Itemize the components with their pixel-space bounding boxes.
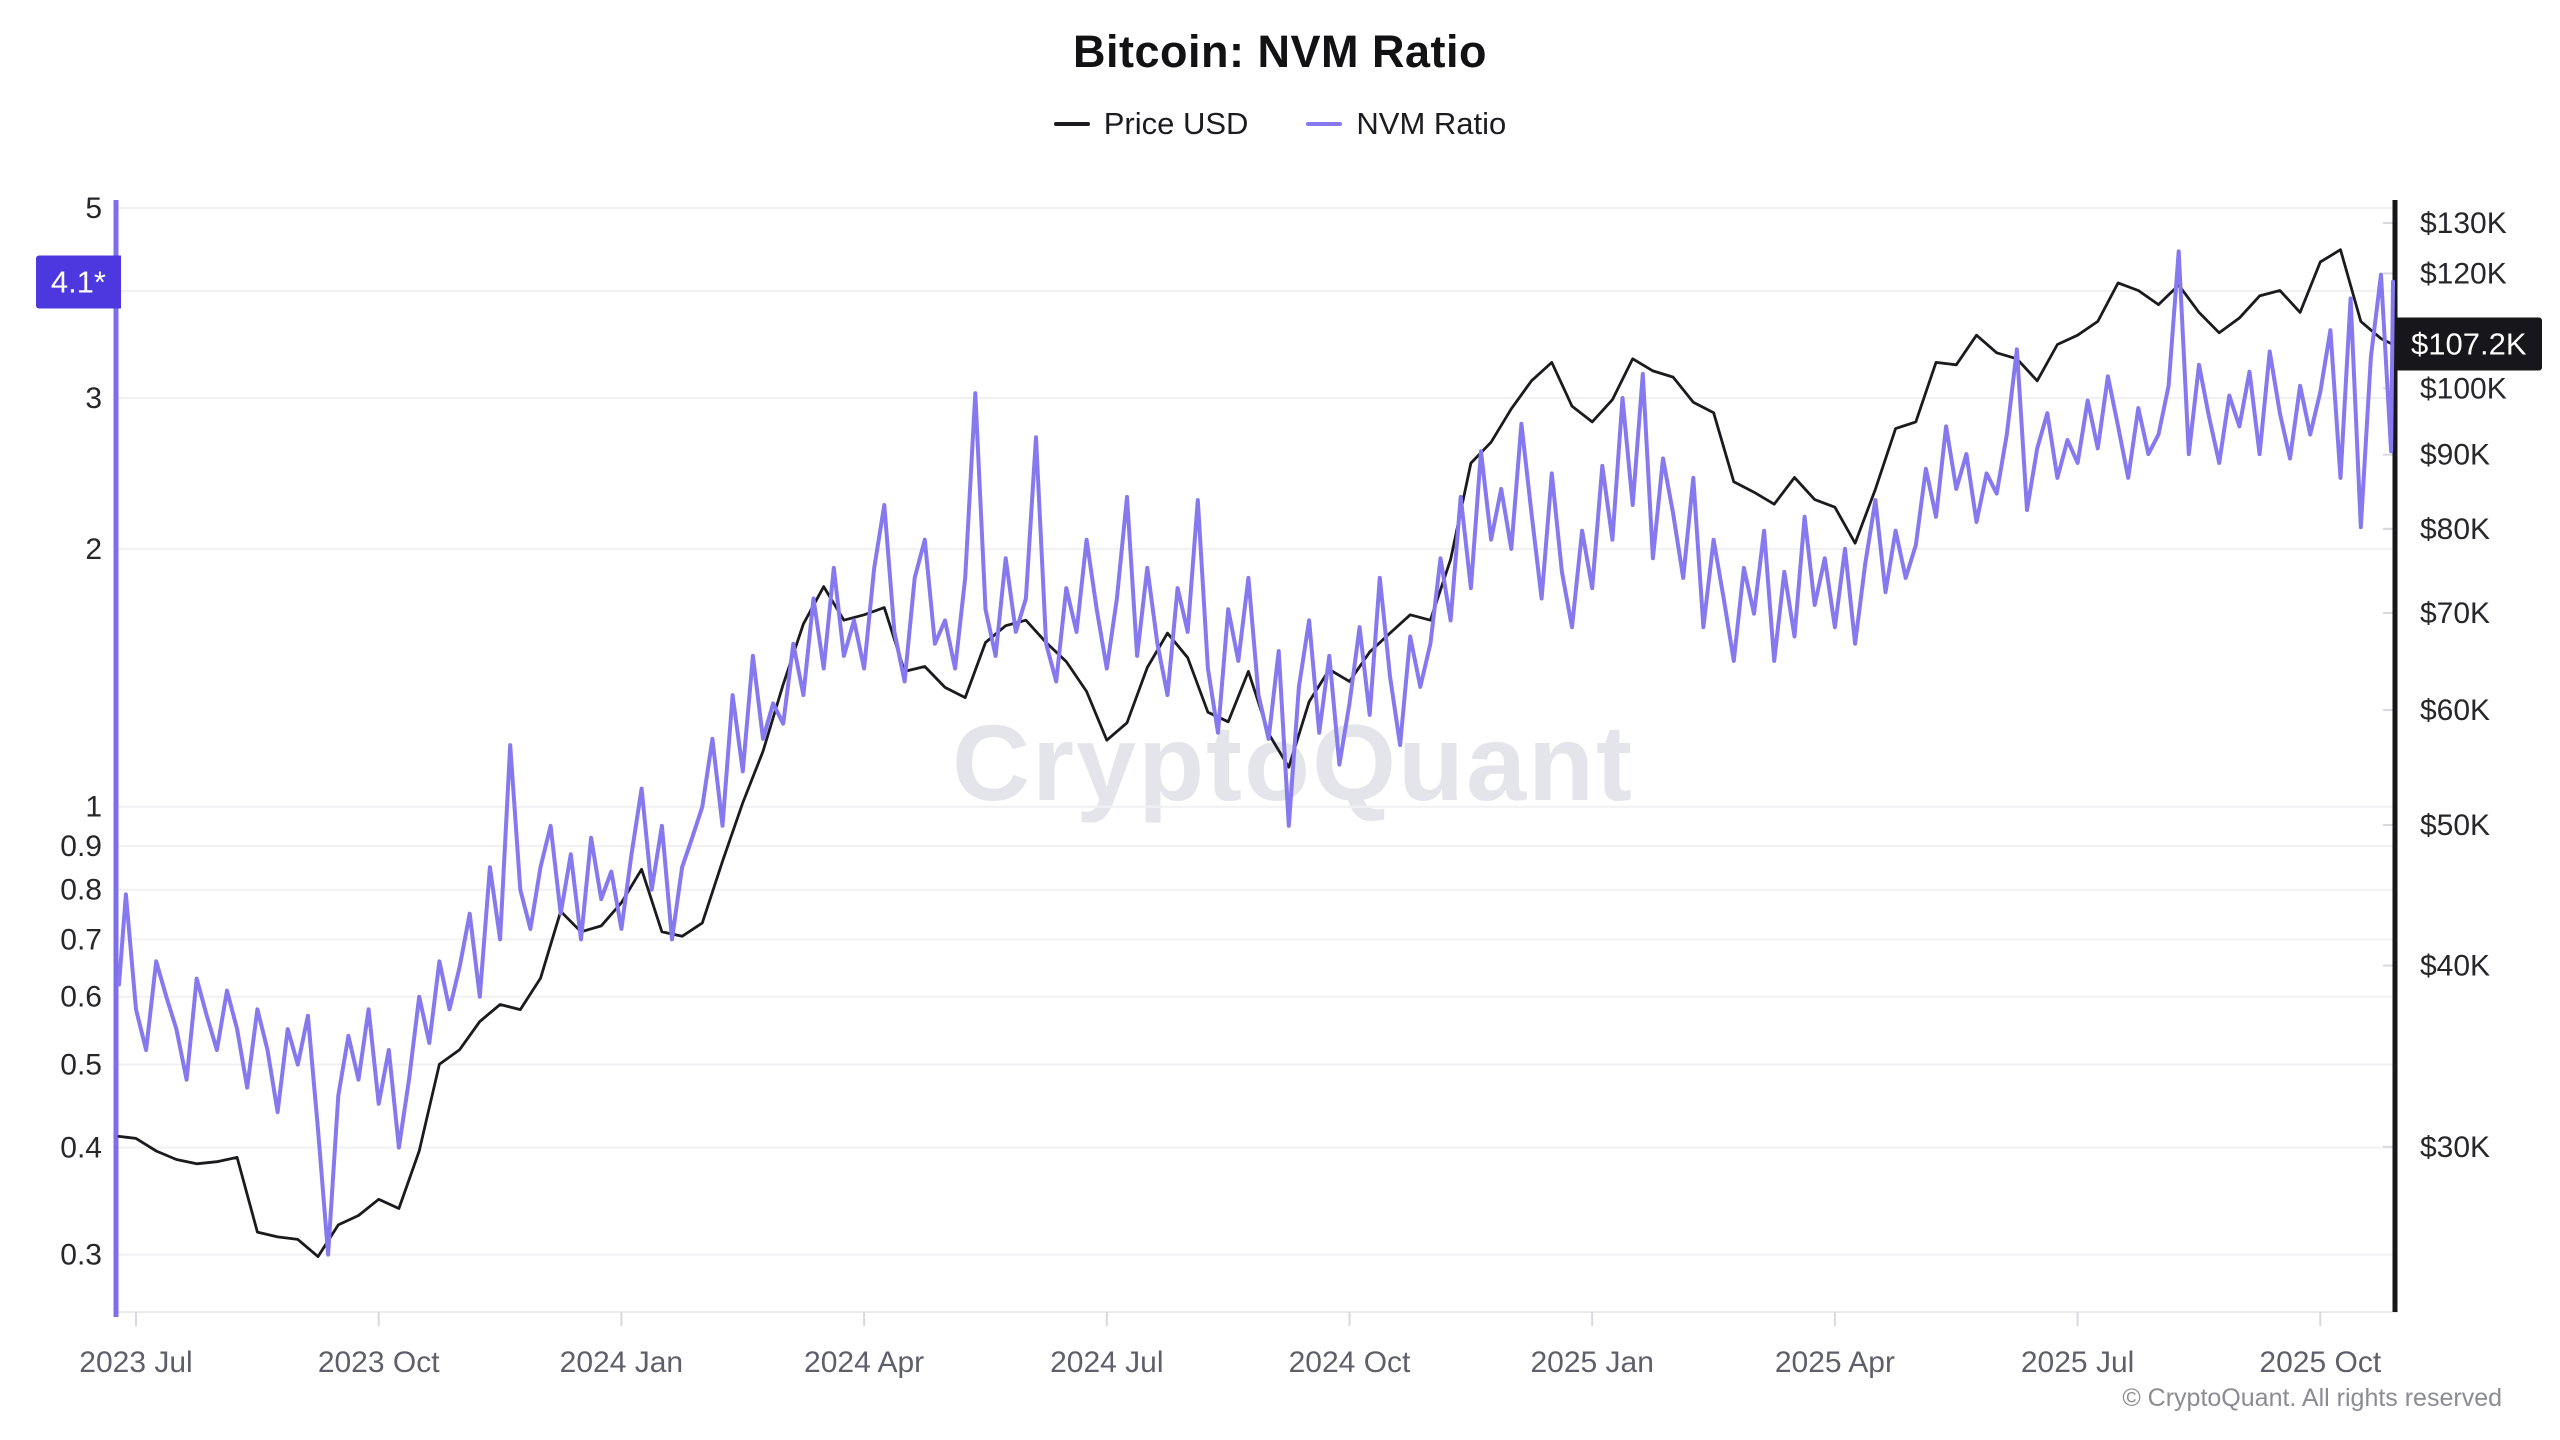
- svg-text:$30K: $30K: [2420, 1131, 2490, 1164]
- price-current-value: $107.2K: [2411, 326, 2527, 362]
- svg-text:0.4: 0.4: [60, 1132, 102, 1165]
- svg-text:5: 5: [85, 192, 102, 225]
- svg-text:2025 Jul: 2025 Jul: [2021, 1346, 2134, 1379]
- svg-text:$70K: $70K: [2420, 597, 2490, 630]
- legend-label-price: Price USD: [1103, 106, 1249, 141]
- svg-text:2024 Jul: 2024 Jul: [1050, 1346, 1163, 1379]
- chart-title: Bitcoin: NVM Ratio: [1073, 26, 1487, 77]
- svg-text:$90K: $90K: [2420, 439, 2490, 472]
- svg-text:2025 Oct: 2025 Oct: [2259, 1346, 2381, 1379]
- svg-text:2024 Jan: 2024 Jan: [560, 1346, 683, 1379]
- svg-text:$60K: $60K: [2420, 694, 2490, 727]
- svg-text:2023 Jul: 2023 Jul: [79, 1346, 192, 1379]
- svg-text:$100K: $100K: [2420, 372, 2507, 405]
- legend-item-nvm[interactable]: NVM Ratio: [1306, 106, 1506, 142]
- legend: Price USD NVM Ratio: [0, 106, 2560, 142]
- svg-text:$80K: $80K: [2420, 513, 2490, 546]
- svg-text:0.7: 0.7: [60, 923, 102, 956]
- legend-label-nvm: NVM Ratio: [1356, 106, 1507, 141]
- svg-text:$50K: $50K: [2420, 809, 2490, 842]
- legend-item-price[interactable]: Price USD: [1053, 106, 1249, 142]
- svg-text:2025 Jan: 2025 Jan: [1530, 1346, 1653, 1379]
- svg-text:0.3: 0.3: [60, 1239, 102, 1272]
- svg-text:1: 1: [85, 791, 102, 824]
- price-current-badge: $107.2K: [2396, 317, 2542, 371]
- svg-text:2025 Apr: 2025 Apr: [1775, 1346, 1895, 1379]
- svg-text:2: 2: [85, 533, 102, 566]
- svg-text:0.9: 0.9: [60, 830, 102, 863]
- nvm-current-badge: 4.1*: [35, 255, 121, 309]
- price-series-swatch-icon: [1053, 122, 1090, 126]
- svg-text:2024 Oct: 2024 Oct: [1289, 1346, 1411, 1379]
- svg-text:2023 Oct: 2023 Oct: [318, 1346, 440, 1379]
- svg-text:$130K: $130K: [2420, 207, 2507, 240]
- nvm-series-swatch-icon: [1306, 122, 1343, 126]
- svg-text:3: 3: [85, 382, 102, 415]
- svg-text:$40K: $40K: [2420, 950, 2490, 983]
- svg-text:$120K: $120K: [2420, 257, 2507, 290]
- nvm-current-value: 4.1*: [50, 264, 106, 300]
- svg-text:2024 Apr: 2024 Apr: [804, 1346, 924, 1379]
- svg-text:0.8: 0.8: [60, 874, 102, 907]
- svg-text:0.5: 0.5: [60, 1049, 102, 1082]
- copyright-text: © CryptoQuant. All rights reserved: [2122, 1384, 2502, 1412]
- svg-text:0.6: 0.6: [60, 981, 102, 1014]
